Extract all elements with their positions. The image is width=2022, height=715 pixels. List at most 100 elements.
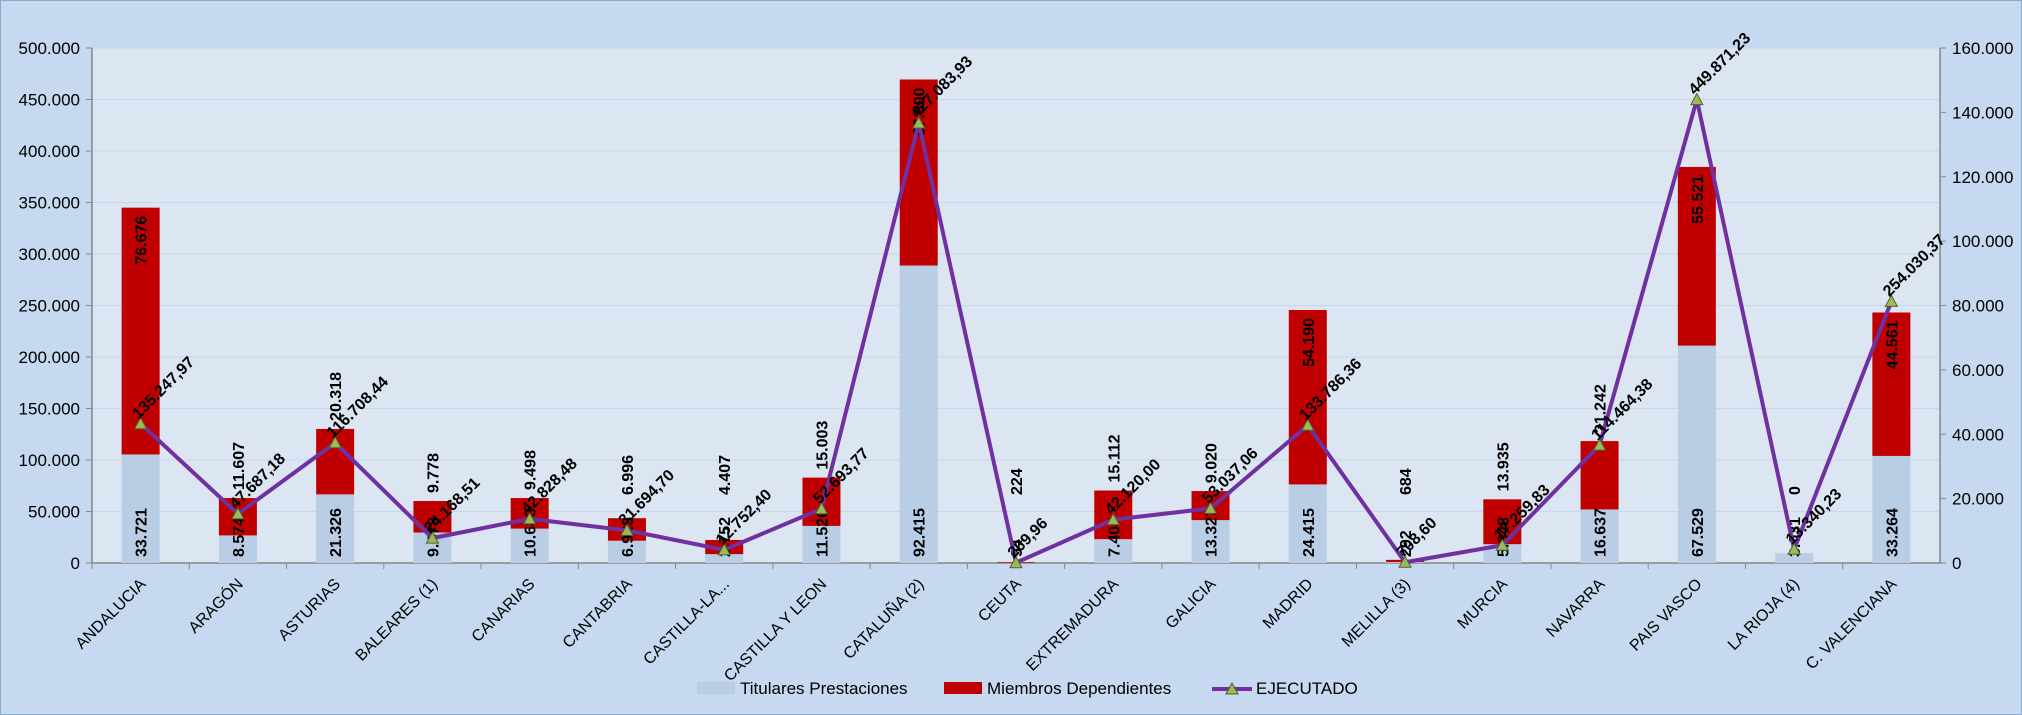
x-tick-label: ASTURIAS [275, 576, 344, 645]
legend-label-miembros: Miembros Dependientes [987, 679, 1171, 698]
legend-marker-ejecutado [1225, 681, 1239, 695]
data-label-titulares: 67.529 [1690, 508, 1707, 557]
bar-miembros [1288, 309, 1327, 485]
x-tick-label: GALICIA [1163, 576, 1220, 633]
bar-titulares [1775, 553, 1814, 563]
bar-titulares [1094, 539, 1133, 563]
y-right-tick-label: 40.000 [1952, 425, 2004, 444]
data-label-miembros: 684 [1398, 468, 1415, 495]
bar-titulares [899, 265, 938, 563]
line-marker [814, 501, 829, 515]
data-label-titulares: 3.031 [1787, 517, 1804, 557]
line-marker [911, 116, 926, 129]
data-label-miembros: 76.676 [134, 216, 151, 265]
x-tick-label: MADRID [1260, 576, 1317, 633]
bar-titulares [316, 494, 355, 563]
data-label-miembros: 0 [1787, 486, 1804, 495]
data-label-miembros: 20.318 [328, 372, 345, 421]
data-label-titulares: 33.264 [1884, 508, 1901, 557]
y-right-tick-label: 80.000 [1952, 297, 2004, 316]
y-left-tick-label: 50.000 [28, 503, 80, 522]
x-tick-label: C. VALENCIANA [1803, 576, 1901, 674]
data-label-miembros: 11.607 [231, 442, 248, 490]
bar-titulares [1580, 509, 1619, 563]
line-marker [328, 435, 343, 449]
data-label-titulares: 7.404 [1106, 517, 1123, 557]
y-left-tick-label: 200.000 [19, 348, 80, 367]
data-label-titulares: 13.327 [1204, 508, 1221, 557]
line-marker [133, 416, 148, 430]
y-left-tick-label: 500.000 [19, 39, 80, 58]
data-label-miembros: 15.003 [814, 421, 831, 470]
y-left-tick-label: 0 [71, 554, 80, 573]
y-left-tick-label: 350.000 [19, 194, 80, 213]
bar-titulares [705, 554, 744, 563]
bar-titulares [1872, 455, 1911, 563]
legend-label-ejecutado: EJECUTADO [1256, 679, 1358, 698]
data-label-miembros: 6.996 [620, 455, 637, 495]
bar-titulares [1288, 484, 1327, 563]
y-left-tick-label: 450.000 [19, 91, 80, 110]
line-marker [1398, 555, 1412, 568]
data-label-titulares: 292 [1398, 530, 1415, 557]
data-label-titulares: 21.326 [328, 508, 345, 557]
line-marker [1009, 555, 1023, 569]
line-marker [1495, 538, 1510, 551]
line-marker [1106, 512, 1121, 526]
line-marker [1689, 92, 1704, 106]
data-label-miembros: 9.498 [523, 450, 540, 490]
bar-titulares [1677, 345, 1716, 563]
legend-label-titulares: Titulares Prestaciones [740, 679, 908, 698]
data-label-miembros: 55.521 [1690, 175, 1707, 224]
bar-titulares [218, 535, 257, 563]
line-marker [1592, 438, 1607, 451]
x-tick-label: NAVARRA [1543, 576, 1608, 641]
data-label-miembros: 9.778 [425, 453, 442, 493]
y-left-tick-label: 400.000 [19, 142, 80, 161]
bar-titulares [1191, 520, 1230, 563]
y-right-tick-label: 0 [1952, 554, 1961, 573]
line-marker [1884, 294, 1899, 307]
y-right-tick-label: 60.000 [1952, 361, 2004, 380]
x-tick-label: CASTILLA-LA... [641, 576, 734, 669]
x-tick-label: CANARIAS [469, 576, 539, 646]
bar-titulares [802, 525, 841, 563]
data-label-miembros: 44.561 [1884, 320, 1901, 369]
bar-titulares [510, 528, 549, 563]
x-tick-label: MELILLA (3) [1339, 576, 1414, 651]
y-right-tick-label: 120.000 [1952, 168, 2013, 187]
data-label-miembros: 15.112 [1106, 434, 1123, 482]
y-left-tick-label: 300.000 [19, 245, 80, 264]
data-label-titulares: 11.526 [814, 509, 831, 557]
x-tick-label: CATALUÑA (2) [838, 574, 927, 663]
x-tick-label: BALEARES (1) [353, 576, 442, 665]
bar-miembros [121, 207, 160, 455]
data-label-miembros: 4.407 [717, 455, 734, 495]
data-label-miembros: 9.020 [1204, 443, 1221, 483]
data-label-miembros: 13.935 [1495, 442, 1512, 491]
legend-swatch-titulares [697, 682, 735, 694]
x-tick-label: ANDALUCIA [73, 576, 150, 653]
bar-titulares [607, 540, 646, 563]
y-left-tick-label: 150.000 [19, 400, 80, 419]
legend-swatch-miembros [944, 682, 982, 694]
y-right-tick-label: 140.000 [1952, 103, 2013, 122]
y-right-tick-label: 20.000 [1952, 490, 2004, 509]
data-label-miembros: 54.190 [1301, 318, 1318, 367]
line-marker [620, 523, 634, 536]
line-marker [717, 542, 732, 556]
line-marker [1300, 418, 1315, 431]
data-label-titulares: 92.415 [912, 508, 929, 557]
x-tick-label: LA RIOJA (4) [1725, 576, 1803, 654]
line-marker [231, 506, 245, 520]
bar-miembros [1677, 166, 1716, 346]
x-tick-label: CANTABRIA [560, 576, 636, 652]
data-label-titulares: 6.923 [620, 517, 637, 557]
x-tick-label: ARAGÓN [184, 574, 246, 636]
line-marker [1203, 501, 1218, 514]
x-tick-label: CEUTA [975, 576, 1025, 626]
y-right-tick-label: 160.000 [1952, 39, 2013, 58]
x-tick-label: MURCIA [1454, 576, 1511, 633]
bar-miembros [1483, 499, 1522, 545]
